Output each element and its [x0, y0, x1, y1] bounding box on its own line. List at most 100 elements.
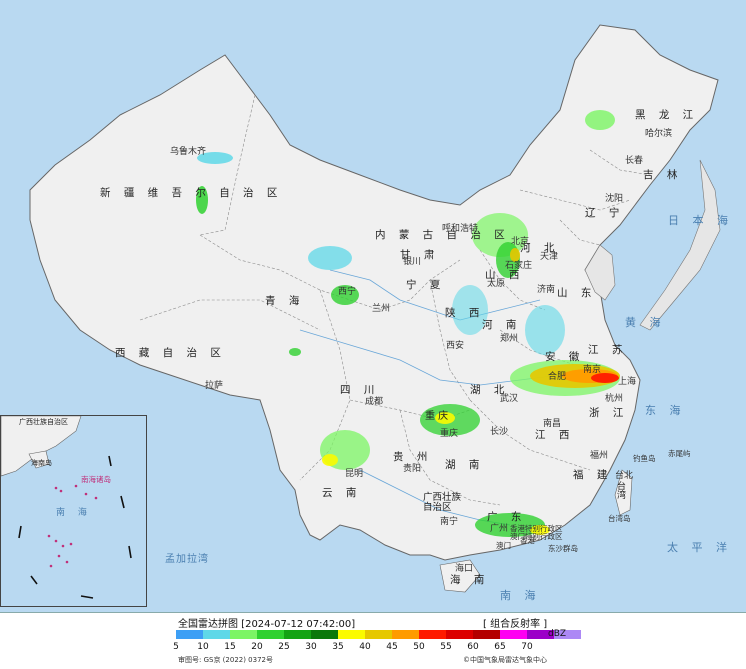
city-haikou: 海口 — [455, 564, 474, 574]
radar-echoes — [196, 110, 620, 537]
map-approval-number: 审图号: GS京 (2022) 0372号 — [178, 656, 273, 664]
legend-swatch — [419, 630, 446, 639]
legend-tick-label: 50 — [413, 642, 425, 652]
city-guiyang: 贵阳 — [403, 464, 422, 474]
map-canvas — [29, 24, 721, 593]
legend-swatch — [473, 630, 500, 639]
city-fuzhou: 福州 — [590, 451, 609, 461]
region-liaoning: 辽 宁 — [585, 207, 625, 219]
region-shanxi: 山 西 — [485, 269, 525, 281]
sea-yellow: 黄 海 — [625, 316, 666, 329]
city-shenyang: 沈阳 — [605, 194, 624, 204]
city-wuhan: 武汉 — [500, 394, 519, 404]
region-ningxia: 宁 夏 — [406, 279, 446, 291]
legend-panel: 全国雷达拼图 [2024-07-12 07:42:00] [ 组合反射率 ] 5… — [0, 612, 746, 669]
city-nanjing: 南京 — [583, 365, 602, 375]
sea-south-china: 南 海 — [500, 589, 541, 602]
city-lhasa: 拉萨 — [205, 381, 224, 391]
legend-swatch — [257, 630, 284, 639]
city-xian: 西安 — [446, 341, 465, 351]
city-chengdu: 成都 — [365, 397, 384, 407]
city-tianjin: 天津 — [540, 252, 559, 262]
legend-tick-label: 25 — [278, 642, 290, 652]
sea-pacific: 太 平 洋 — [667, 541, 732, 554]
region-guangxi: 广西壮族 自治区 — [423, 492, 462, 513]
region-hainan: 海 南 — [450, 574, 490, 586]
region-sichuan: 四 川 — [340, 384, 380, 396]
legend-swatch — [446, 630, 473, 639]
legend-product-type: [ 组合反射率 ] — [483, 619, 548, 630]
region-jiangsu: 江 苏 — [588, 344, 628, 356]
legend-swatch — [338, 630, 365, 639]
city-hohhot: 呼和浩特 — [442, 224, 479, 234]
legend-tick-label: 20 — [251, 642, 263, 652]
legend-tick-label: 65 — [494, 642, 506, 652]
region-hongkong-macau: 香港特别行政区 澳门特别行政区 — [510, 524, 563, 541]
legend-color-bar — [176, 630, 581, 639]
legend-tick-label: 45 — [386, 642, 398, 652]
region-shandong: 山 东 — [557, 287, 597, 299]
producer-credit: ©中国气象局雷达气象中心 — [463, 656, 547, 664]
legend-tick-label: 10 — [197, 642, 209, 652]
city-changchun: 长春 — [625, 156, 644, 166]
legend-tick-label: 40 — [359, 642, 371, 652]
legend-tick-label: 35 — [332, 642, 344, 652]
legend-swatch — [284, 630, 311, 639]
taiwan-land — [614, 469, 633, 516]
south-china-sea-inset: 广西壮族自治区 海南岛 南 海 南海诸岛 — [0, 415, 147, 607]
city-hangzhou: 杭州 — [605, 394, 624, 404]
inset-label-south-sea: 南 海 — [56, 508, 92, 518]
legend-swatch — [392, 630, 419, 639]
legend-tick-label: 55 — [440, 642, 452, 652]
region-zhejiang: 浙 江 — [589, 407, 629, 419]
region-yunnan: 云 南 — [322, 487, 362, 499]
inset-title: 南海诸岛 — [81, 475, 111, 484]
city-jinan: 济南 — [537, 285, 556, 295]
region-heilongjiang: 黑 龙 江 — [635, 109, 699, 121]
region-shaanxi: 陕 西 — [445, 307, 485, 319]
city-nanchang: 南昌 — [543, 419, 562, 429]
city-taiyuan: 太原 — [487, 279, 506, 289]
city-lanzhou: 兰州 — [372, 304, 391, 314]
region-fujian: 福 建 — [573, 469, 613, 481]
legend-swatch — [176, 630, 203, 639]
legend-tick-label: 70 — [521, 642, 533, 652]
japan-land — [639, 159, 721, 331]
city-shijiazhuang: 石家庄 — [505, 261, 533, 271]
city-zhengzhou: 郑州 — [500, 334, 519, 344]
legend-tick-label: 15 — [224, 642, 236, 652]
legend-swatch — [554, 630, 581, 639]
legend-swatch — [527, 630, 554, 639]
city-macau: 澳门 — [496, 541, 511, 550]
legend-tick-label: 30 — [305, 642, 317, 652]
region-guangdong: 广 东 — [487, 511, 527, 523]
city-urumqi: 乌鲁木齐 — [170, 147, 207, 157]
legend-swatch — [203, 630, 230, 639]
city-taipei: 台北 — [615, 471, 634, 481]
sea-east-china: 东 海 — [645, 404, 686, 417]
legend-swatch — [365, 630, 392, 639]
city-harbin: 哈尔滨 — [645, 129, 673, 139]
region-neimenggu: 内 蒙 古 自 治 区 — [375, 229, 510, 241]
region-hunan: 湖 南 — [445, 459, 485, 471]
city-nanning: 南宁 — [440, 517, 459, 527]
city-kunming: 昆明 — [345, 469, 364, 479]
inset-canvas — [1, 416, 132, 599]
legend-title: 全国雷达拼图 [2024-07-12 07:42:00] — [178, 619, 356, 630]
legend-swatch — [311, 630, 338, 639]
island-taiwan: 台湾岛 — [608, 514, 631, 523]
city-yinchuan: 银川 — [403, 257, 422, 267]
region-henan: 河 南 — [482, 319, 522, 331]
region-xizang: 西 藏 自 治 区 — [115, 347, 226, 359]
island-dongsha: 东沙群岛 — [548, 544, 578, 553]
city-chongqing: 重庆 — [440, 429, 459, 439]
region-hubei: 湖 北 — [470, 384, 510, 396]
radar-map[interactable]: 黑 龙 江 吉 林 辽 宁 内 蒙 古 自 治 区 新 疆 维 吾 尔 自 治 … — [0, 0, 746, 612]
korea-land — [584, 244, 616, 301]
city-hefei: 合肥 — [548, 372, 567, 382]
region-jiangxi: 江 西 — [535, 429, 575, 441]
island-chiwei: 赤尾屿 — [668, 449, 691, 458]
city-beijing: 北京 — [511, 237, 530, 247]
city-guangzhou: 广州 — [490, 524, 509, 534]
